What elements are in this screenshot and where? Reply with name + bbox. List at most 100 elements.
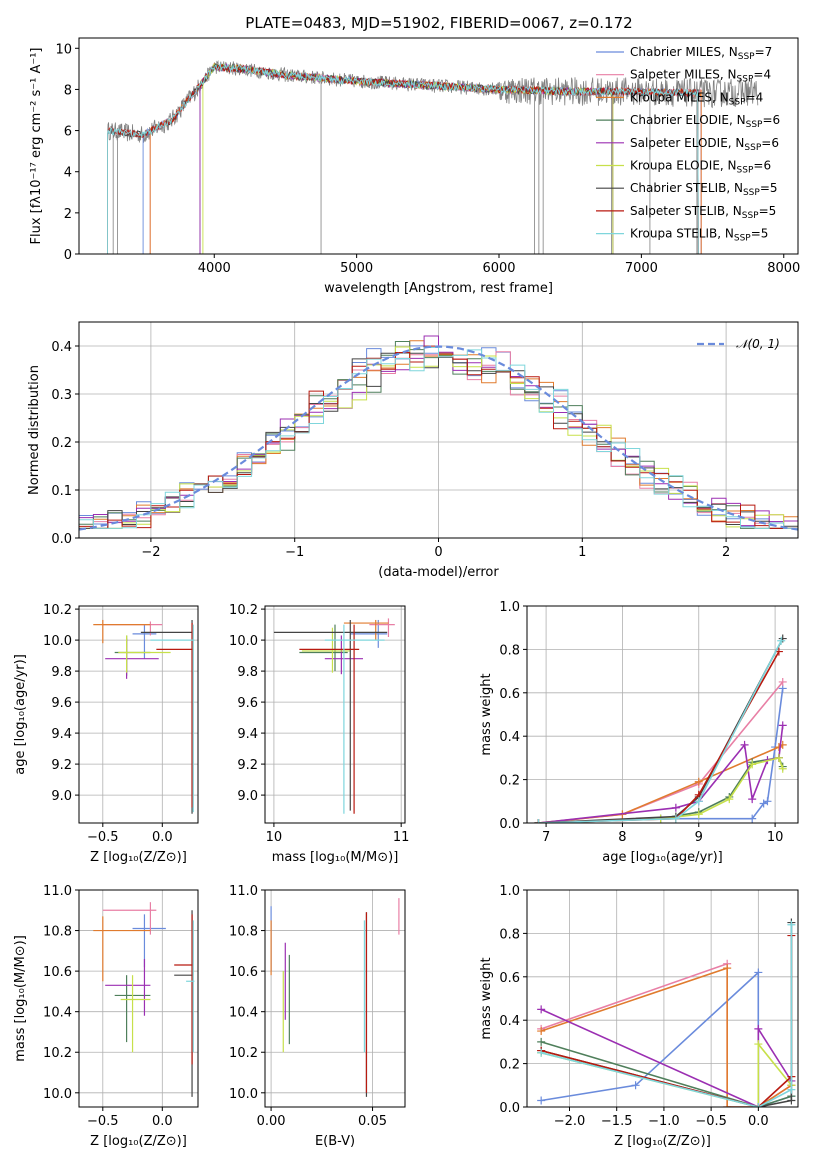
legend-text: =4 xyxy=(753,68,771,82)
legend-text: Kroupa STELIB, N xyxy=(630,227,734,241)
axes-frame xyxy=(526,605,799,824)
y-axis-label: mass weight xyxy=(479,957,494,1039)
y-tick-label: 0.8 xyxy=(499,927,520,942)
x-tick-label: −2 xyxy=(141,545,160,560)
y-tick-label: 2 xyxy=(64,207,72,222)
x-tick-label: −1.0 xyxy=(648,1114,680,1129)
series-line xyxy=(538,638,784,823)
x-axis-label: Z [log₁₀(Z/Z⊙)] xyxy=(90,1134,187,1149)
x-tick-label: 10 xyxy=(767,830,784,845)
y-tick-label: 10.6 xyxy=(229,965,258,980)
data-point-marker xyxy=(778,764,787,773)
y-tick-label: 10.2 xyxy=(229,1046,258,1061)
y-tick-label: 9.6 xyxy=(51,696,72,711)
legend-subscript: SSP xyxy=(737,166,754,176)
axes-frame xyxy=(78,889,199,1108)
data-point-marker xyxy=(537,1027,546,1036)
x-tick-label: −1.5 xyxy=(601,1114,633,1129)
axes-frame xyxy=(526,889,799,1108)
legend-entry: Kroupa STELIB, NSSP=5 xyxy=(630,227,768,244)
panel-age_vs_mass: 10 11 9.0 9.2 9.4 9.6 9.8 10.0 10.2 mass [log₁₀(M… xyxy=(229,603,409,865)
data-point-marker xyxy=(748,795,757,804)
x-tick-label: −0.5 xyxy=(87,830,119,845)
axes-frame xyxy=(264,889,406,1108)
legend-text: Kroupa ELODIE, N xyxy=(630,159,737,173)
legend-subscript: SSP xyxy=(737,75,754,85)
y-tick-label: 11.0 xyxy=(43,884,72,899)
y-tick-label: 9.6 xyxy=(237,696,258,711)
x-tick-label: 8 xyxy=(618,830,626,845)
y-tick-label: 9.4 xyxy=(51,727,72,742)
y-tick-label: 9.0 xyxy=(237,789,258,804)
y-tick-label: 0.4 xyxy=(499,1014,520,1029)
x-tick-label: 0.0 xyxy=(748,1114,769,1129)
legend-text: =7 xyxy=(755,45,773,59)
y-tick-label: 4 xyxy=(64,166,72,181)
y-tick-label: 10.2 xyxy=(43,603,72,618)
data-point-marker xyxy=(671,814,680,823)
y-tick-label: 10.0 xyxy=(229,1087,258,1102)
legend-text: =5 xyxy=(751,227,769,241)
legend-entry: Chabrier ELODIE, NSSP=6 xyxy=(630,113,780,130)
axes-frame xyxy=(78,37,799,255)
x-tick-label: 2 xyxy=(722,545,730,560)
y-tick-label: 0.0 xyxy=(51,532,72,547)
x-tick-label: 8000 xyxy=(767,261,800,276)
legend-text: =5 xyxy=(759,204,777,218)
legend-entry: Salpeter STELIB, NSSP=5 xyxy=(630,204,776,221)
data-point-marker xyxy=(787,920,796,929)
panel-massweight_vs_Z: −2.0 −1.5 −1.0 −0.5 0.0 0.0 0.2 0.4 0.6 0.8 1.0 Z [… xyxy=(479,884,799,1149)
x-axis-label: mass [log₁₀(M/M⊙)] xyxy=(272,850,399,865)
y-axis-label: mass weight xyxy=(479,673,494,755)
x-tick-label: 1 xyxy=(578,545,586,560)
plot-area xyxy=(93,619,195,814)
y-axis-label: age [log₁₀(age/yr)] xyxy=(13,654,28,775)
x-tick-label: 7000 xyxy=(625,261,658,276)
plot-area xyxy=(93,902,195,1097)
series-line xyxy=(541,924,793,1107)
legend-entry: Chabrier STELIB, NSSP=5 xyxy=(630,181,778,198)
data-point-marker xyxy=(777,636,786,645)
legend-entry: Kroupa MILES, NSSP=4 xyxy=(630,90,763,107)
panel-massweight_vs_age: 7 8 9 10 0.0 0.2 0.4 0.6 0.8 1.0 age [log₁₀(age/yr… xyxy=(479,600,799,865)
axes-frame xyxy=(78,605,199,824)
data-point-marker xyxy=(740,740,749,749)
y-axis-label: Normed distribution xyxy=(27,365,42,495)
y-tick-label: 10.2 xyxy=(229,603,258,618)
y-tick-label: 10.0 xyxy=(43,1087,72,1102)
legend-text: Chabrier MILES, N xyxy=(630,45,738,59)
data-point-marker xyxy=(778,634,787,643)
panel-mass_vs_ebv: 0.00 0.05 10.0 10.2 10.4 10.6 10.8 11.0 E(B-V) xyxy=(229,884,406,1149)
panel-spectrum: 4000 5000 6000 7000 8000 0 2 4 6 8 10 wavelength [A… xyxy=(29,37,800,296)
data-point-marker xyxy=(763,797,772,806)
x-tick-label: 9 xyxy=(695,830,703,845)
histogram-step xyxy=(79,352,798,529)
data-point-marker xyxy=(723,1103,732,1107)
legend-entry: Kroupa ELODIE, NSSP=6 xyxy=(630,159,771,176)
y-tick-label: 0.0 xyxy=(499,1101,520,1116)
y-tick-label: 10.6 xyxy=(43,965,72,980)
legend-subscript: SSP xyxy=(746,120,763,130)
data-point-marker xyxy=(778,677,787,686)
legend-subscript: SSP xyxy=(729,97,746,107)
data-point-marker xyxy=(754,1103,763,1107)
panel-residuals: −2 −1 0 1 2 0.0 0.1 0.2 0.3 0.4 (data-model)/error… xyxy=(27,321,799,580)
y-tick-label: 10.8 xyxy=(43,925,72,940)
data-point-marker xyxy=(754,1040,763,1049)
legend-text: =5 xyxy=(760,181,778,195)
legend-entry: 𝒩(0, 1) xyxy=(736,337,780,351)
y-axis-label: Flux [fλ10⁻¹⁷ erg cm⁻² s⁻¹ A⁻¹] xyxy=(29,48,44,245)
y-tick-label: 0.6 xyxy=(499,687,520,702)
data-point-marker xyxy=(778,721,787,730)
x-tick-label: −1 xyxy=(285,545,304,560)
x-tick-label: 5000 xyxy=(340,261,373,276)
series-line xyxy=(540,935,793,1107)
x-axis-label: (data-model)/error xyxy=(378,565,499,580)
legend-text: Salpeter MILES, N xyxy=(630,68,737,82)
y-tick-label: 9.0 xyxy=(51,789,72,804)
x-axis-label: age [log₁₀(age/yr)] xyxy=(602,850,723,865)
data-point-marker xyxy=(787,1096,796,1105)
legend-text: Kroupa MILES, N xyxy=(630,90,729,104)
